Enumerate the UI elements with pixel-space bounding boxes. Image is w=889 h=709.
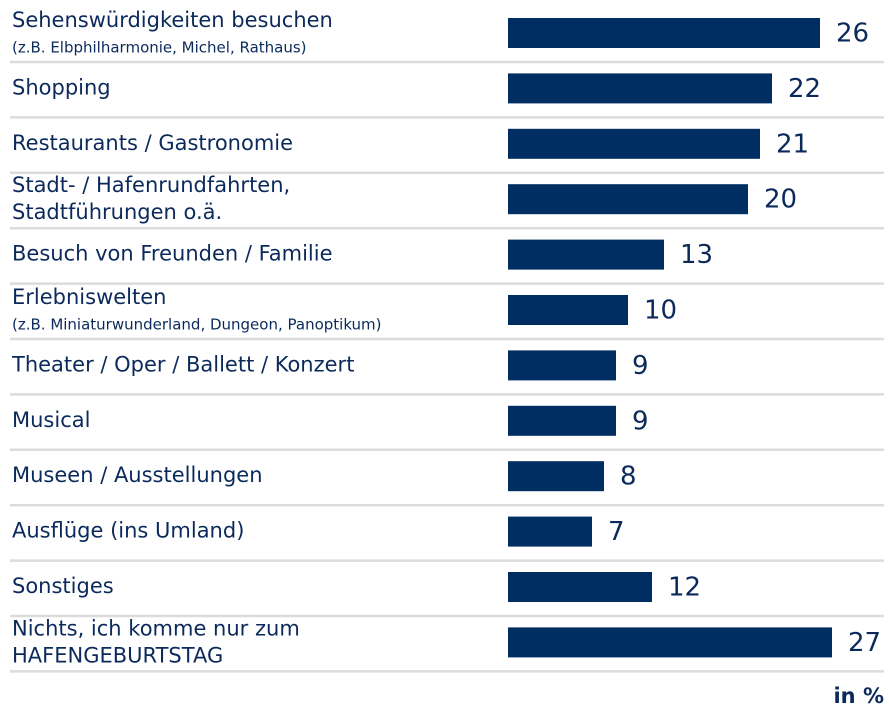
value-label: 22 [788, 74, 821, 104]
bar [508, 73, 772, 104]
value-label: 7 [608, 517, 625, 547]
category-label: Restaurants / Gastronomie [12, 131, 293, 155]
category-label: Besuch von Freunden / Familie [12, 242, 333, 266]
bar [508, 627, 832, 658]
bar [508, 184, 748, 215]
value-label: 20 [764, 185, 797, 215]
bar [508, 295, 628, 325]
bar [508, 405, 616, 436]
value-label: 26 [836, 19, 869, 49]
category-label: Theater / Oper / Ballett / Konzert [11, 352, 354, 376]
value-label: 10 [644, 296, 677, 326]
category-note: (z.B. Miniaturwunderland, Dungeon, Panop… [12, 316, 382, 334]
category-label: Sonstiges [12, 574, 114, 598]
category-label: Stadt- / Hafenrundfahrten, [12, 173, 290, 197]
value-label: 9 [632, 351, 649, 381]
category-label: Museen / Ausstellungen [12, 463, 263, 487]
value-label: 21 [776, 129, 809, 159]
category-label: HAFENGEBURTSTAG [12, 643, 223, 667]
category-label: Erlebniswelten [12, 285, 166, 309]
category-label: Stadtführungen o.ä. [12, 200, 222, 224]
value-label: 8 [620, 462, 637, 492]
category-label: Ausflüge (ins Umland) [12, 519, 244, 543]
bar [508, 516, 592, 547]
bar [508, 461, 604, 492]
bar [508, 18, 820, 48]
bar [508, 350, 616, 381]
value-label: 12 [668, 573, 701, 603]
bar [508, 239, 664, 270]
value-label: 13 [680, 240, 713, 270]
bar [508, 128, 760, 159]
bar [508, 572, 652, 602]
value-label: 9 [632, 406, 649, 436]
category-label: Nichts, ich komme nur zum [12, 616, 300, 640]
category-label: Sehenswürdigkeiten besuchen [12, 8, 333, 32]
unit-label: in % [833, 684, 884, 708]
category-label: Musical [12, 408, 90, 432]
category-note: (z.B. Elbphilharmonie, Michel, Rathaus) [12, 39, 307, 57]
value-label: 27 [848, 628, 881, 658]
category-label: Shopping [12, 75, 111, 99]
